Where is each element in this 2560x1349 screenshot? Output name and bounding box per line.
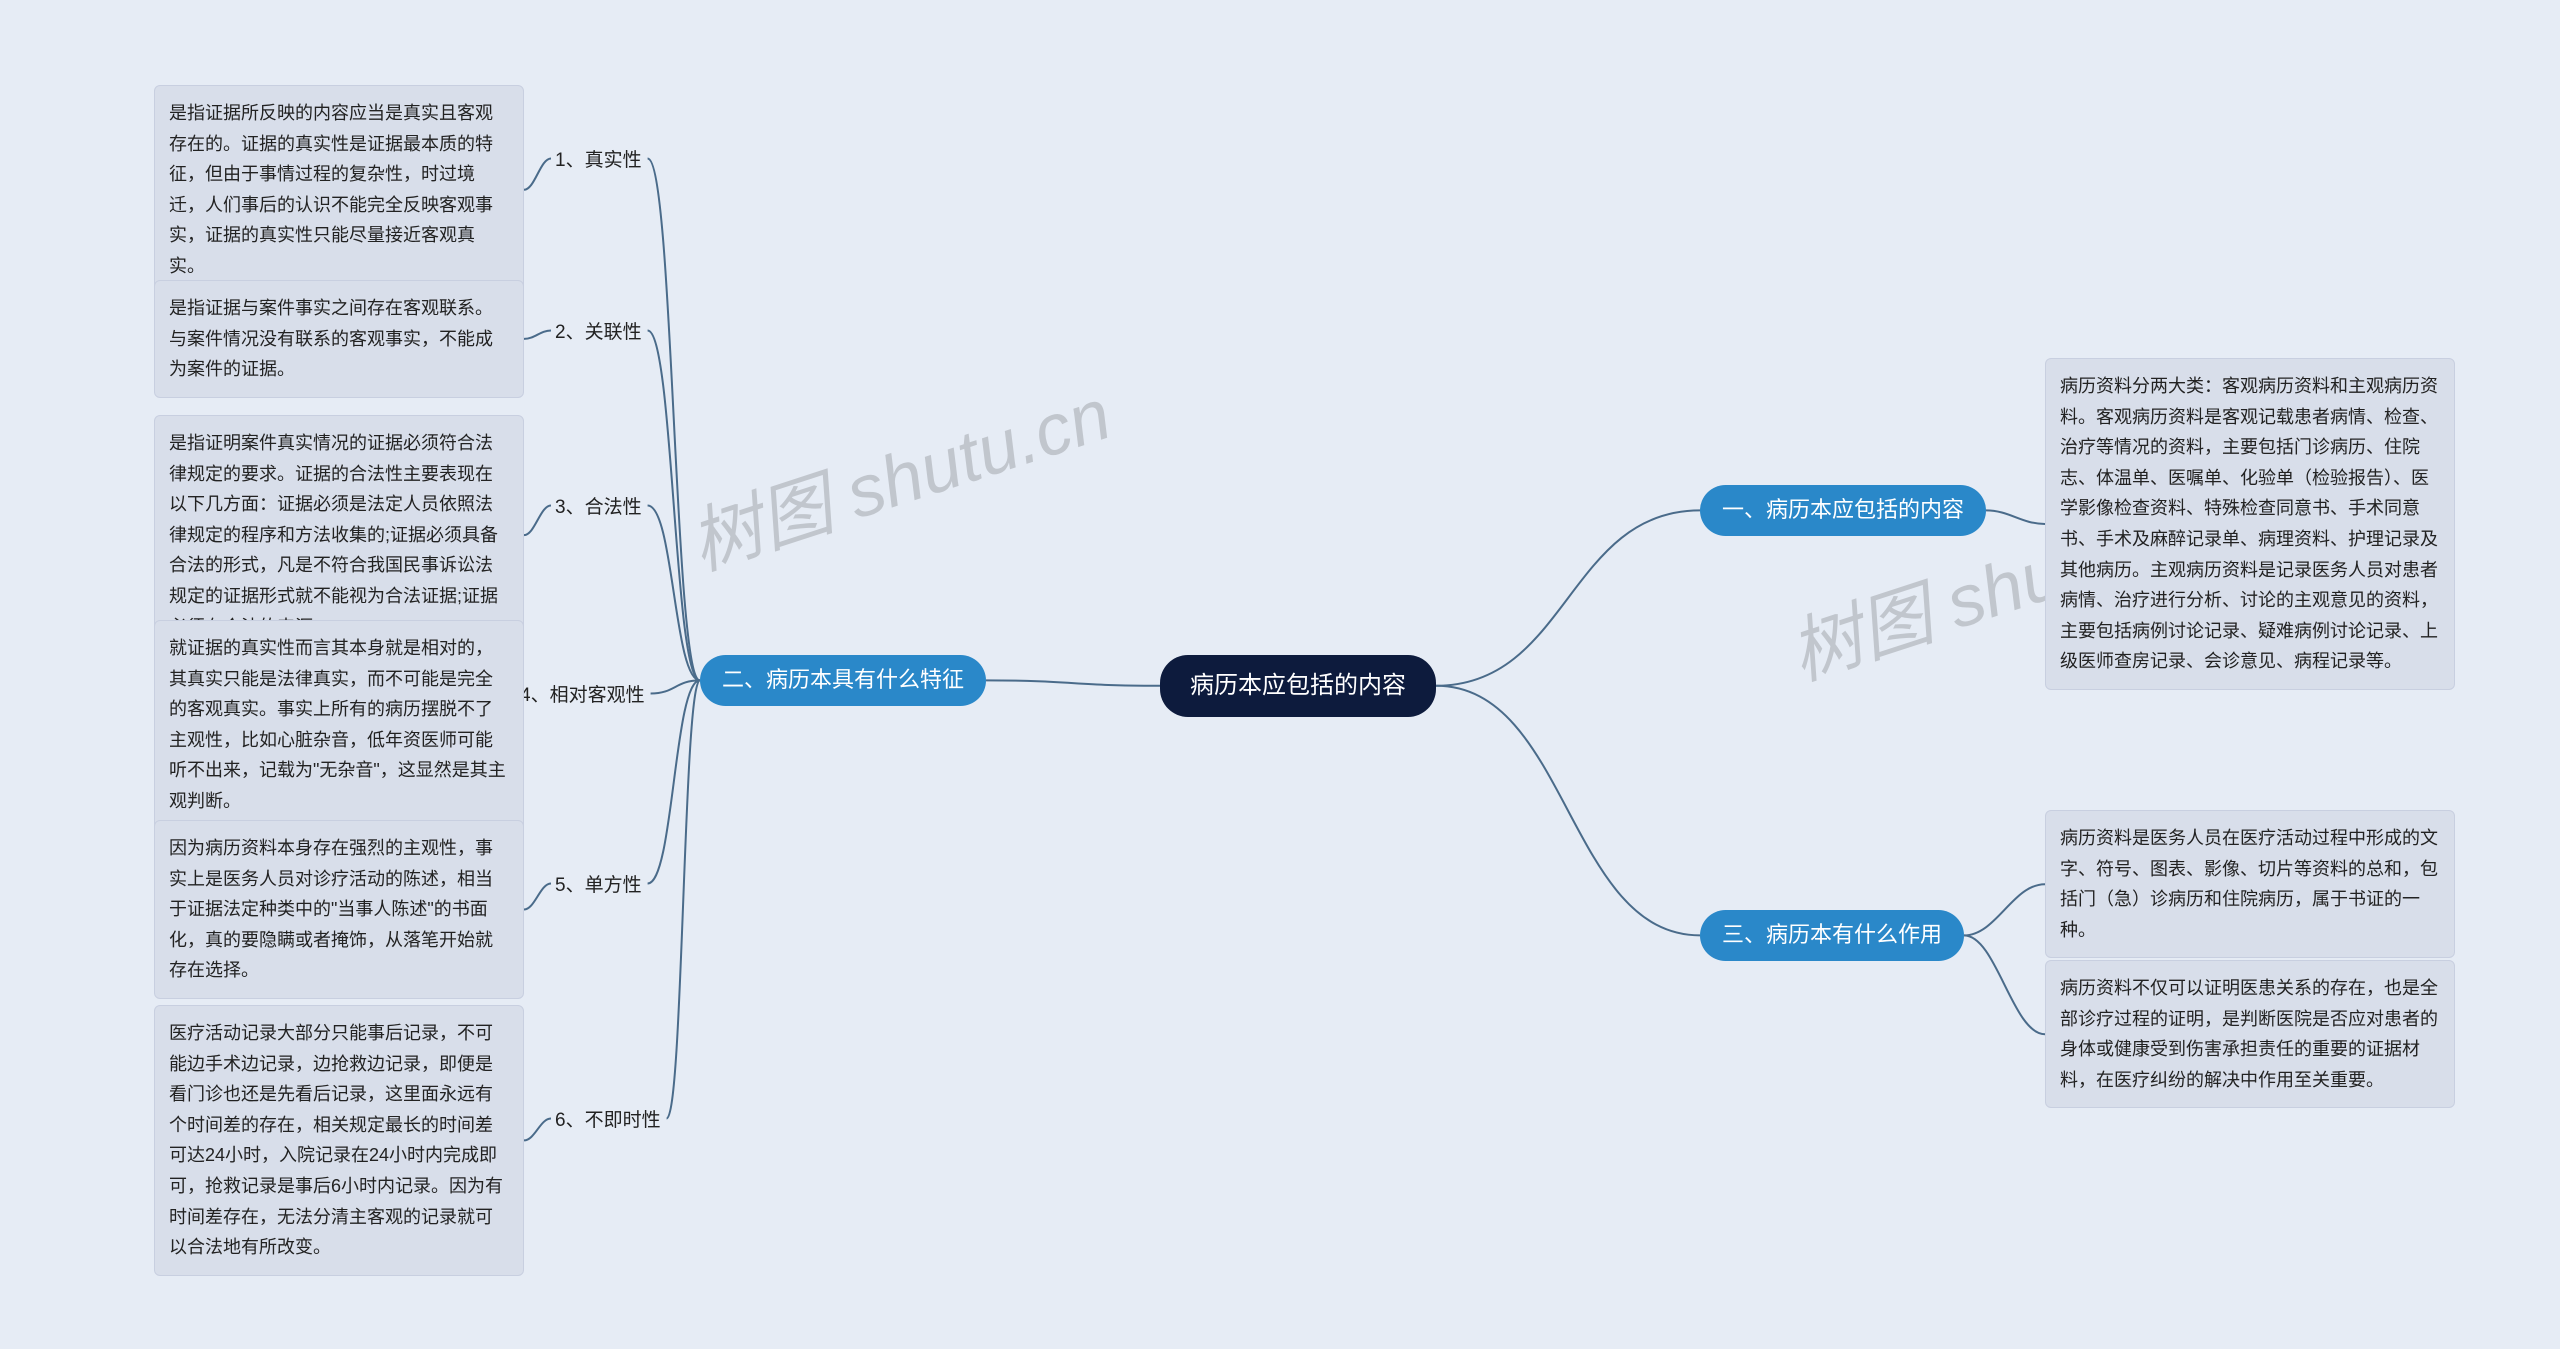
watermark: 树图 shutu.cn xyxy=(674,355,1121,590)
mindmap-main-node: 一、病历本应包括的内容 xyxy=(1700,485,1986,536)
mindmap-sub-label: 4、相对客观性 xyxy=(520,680,645,707)
mindmap-sub-label: 2、关联性 xyxy=(555,317,642,344)
mindmap-desc-box: 医疗活动记录大部分只能事后记录，不可能边手术边记录，边抢救边记录，即便是看门诊也… xyxy=(154,1005,524,1276)
mindmap-canvas: 树图 shutu.cn 树图 shutu.cn 病历本应包括的内容 一、病历本应… xyxy=(0,0,2560,1349)
mindmap-sub-label: 1、真实性 xyxy=(555,145,642,172)
mindmap-main-node: 三、病历本有什么作用 xyxy=(1700,910,1964,961)
mindmap-desc-box: 病历资料是医务人员在医疗活动过程中形成的文字、符号、图表、影像、切片等资料的总和… xyxy=(2045,810,2455,958)
mindmap-desc-box: 就证据的真实性而言其本身就是相对的，其真实只能是法律真实，而不可能是完全的客观真… xyxy=(154,620,524,830)
mindmap-sub-label: 5、单方性 xyxy=(555,870,642,897)
mindmap-main-node: 二、病历本具有什么特征 xyxy=(700,655,986,706)
mindmap-desc-box: 病历资料分两大类：客观病历资料和主观病历资料。客观病历资料是客观记载患者病情、检… xyxy=(2045,358,2455,690)
mindmap-sub-label: 6、不即时性 xyxy=(555,1105,661,1132)
mindmap-desc-box: 因为病历资料本身存在强烈的主观性，事实上是医务人员对诊疗活动的陈述，相当于证据法… xyxy=(154,820,524,999)
mindmap-desc-box: 病历资料不仅可以证明医患关系的存在，也是全部诊疗过程的证明，是判断医院是否应对患… xyxy=(2045,960,2455,1108)
mindmap-sub-label: 3、合法性 xyxy=(555,492,642,519)
mindmap-desc-box: 是指证据与案件事实之间存在客观联系。与案件情况没有联系的客观事实，不能成为案件的… xyxy=(154,280,524,398)
mindmap-root-node: 病历本应包括的内容 xyxy=(1160,655,1436,717)
mindmap-desc-box: 是指证据所反映的内容应当是真实且客观存在的。证据的真实性是证据最本质的特征，但由… xyxy=(154,85,524,295)
